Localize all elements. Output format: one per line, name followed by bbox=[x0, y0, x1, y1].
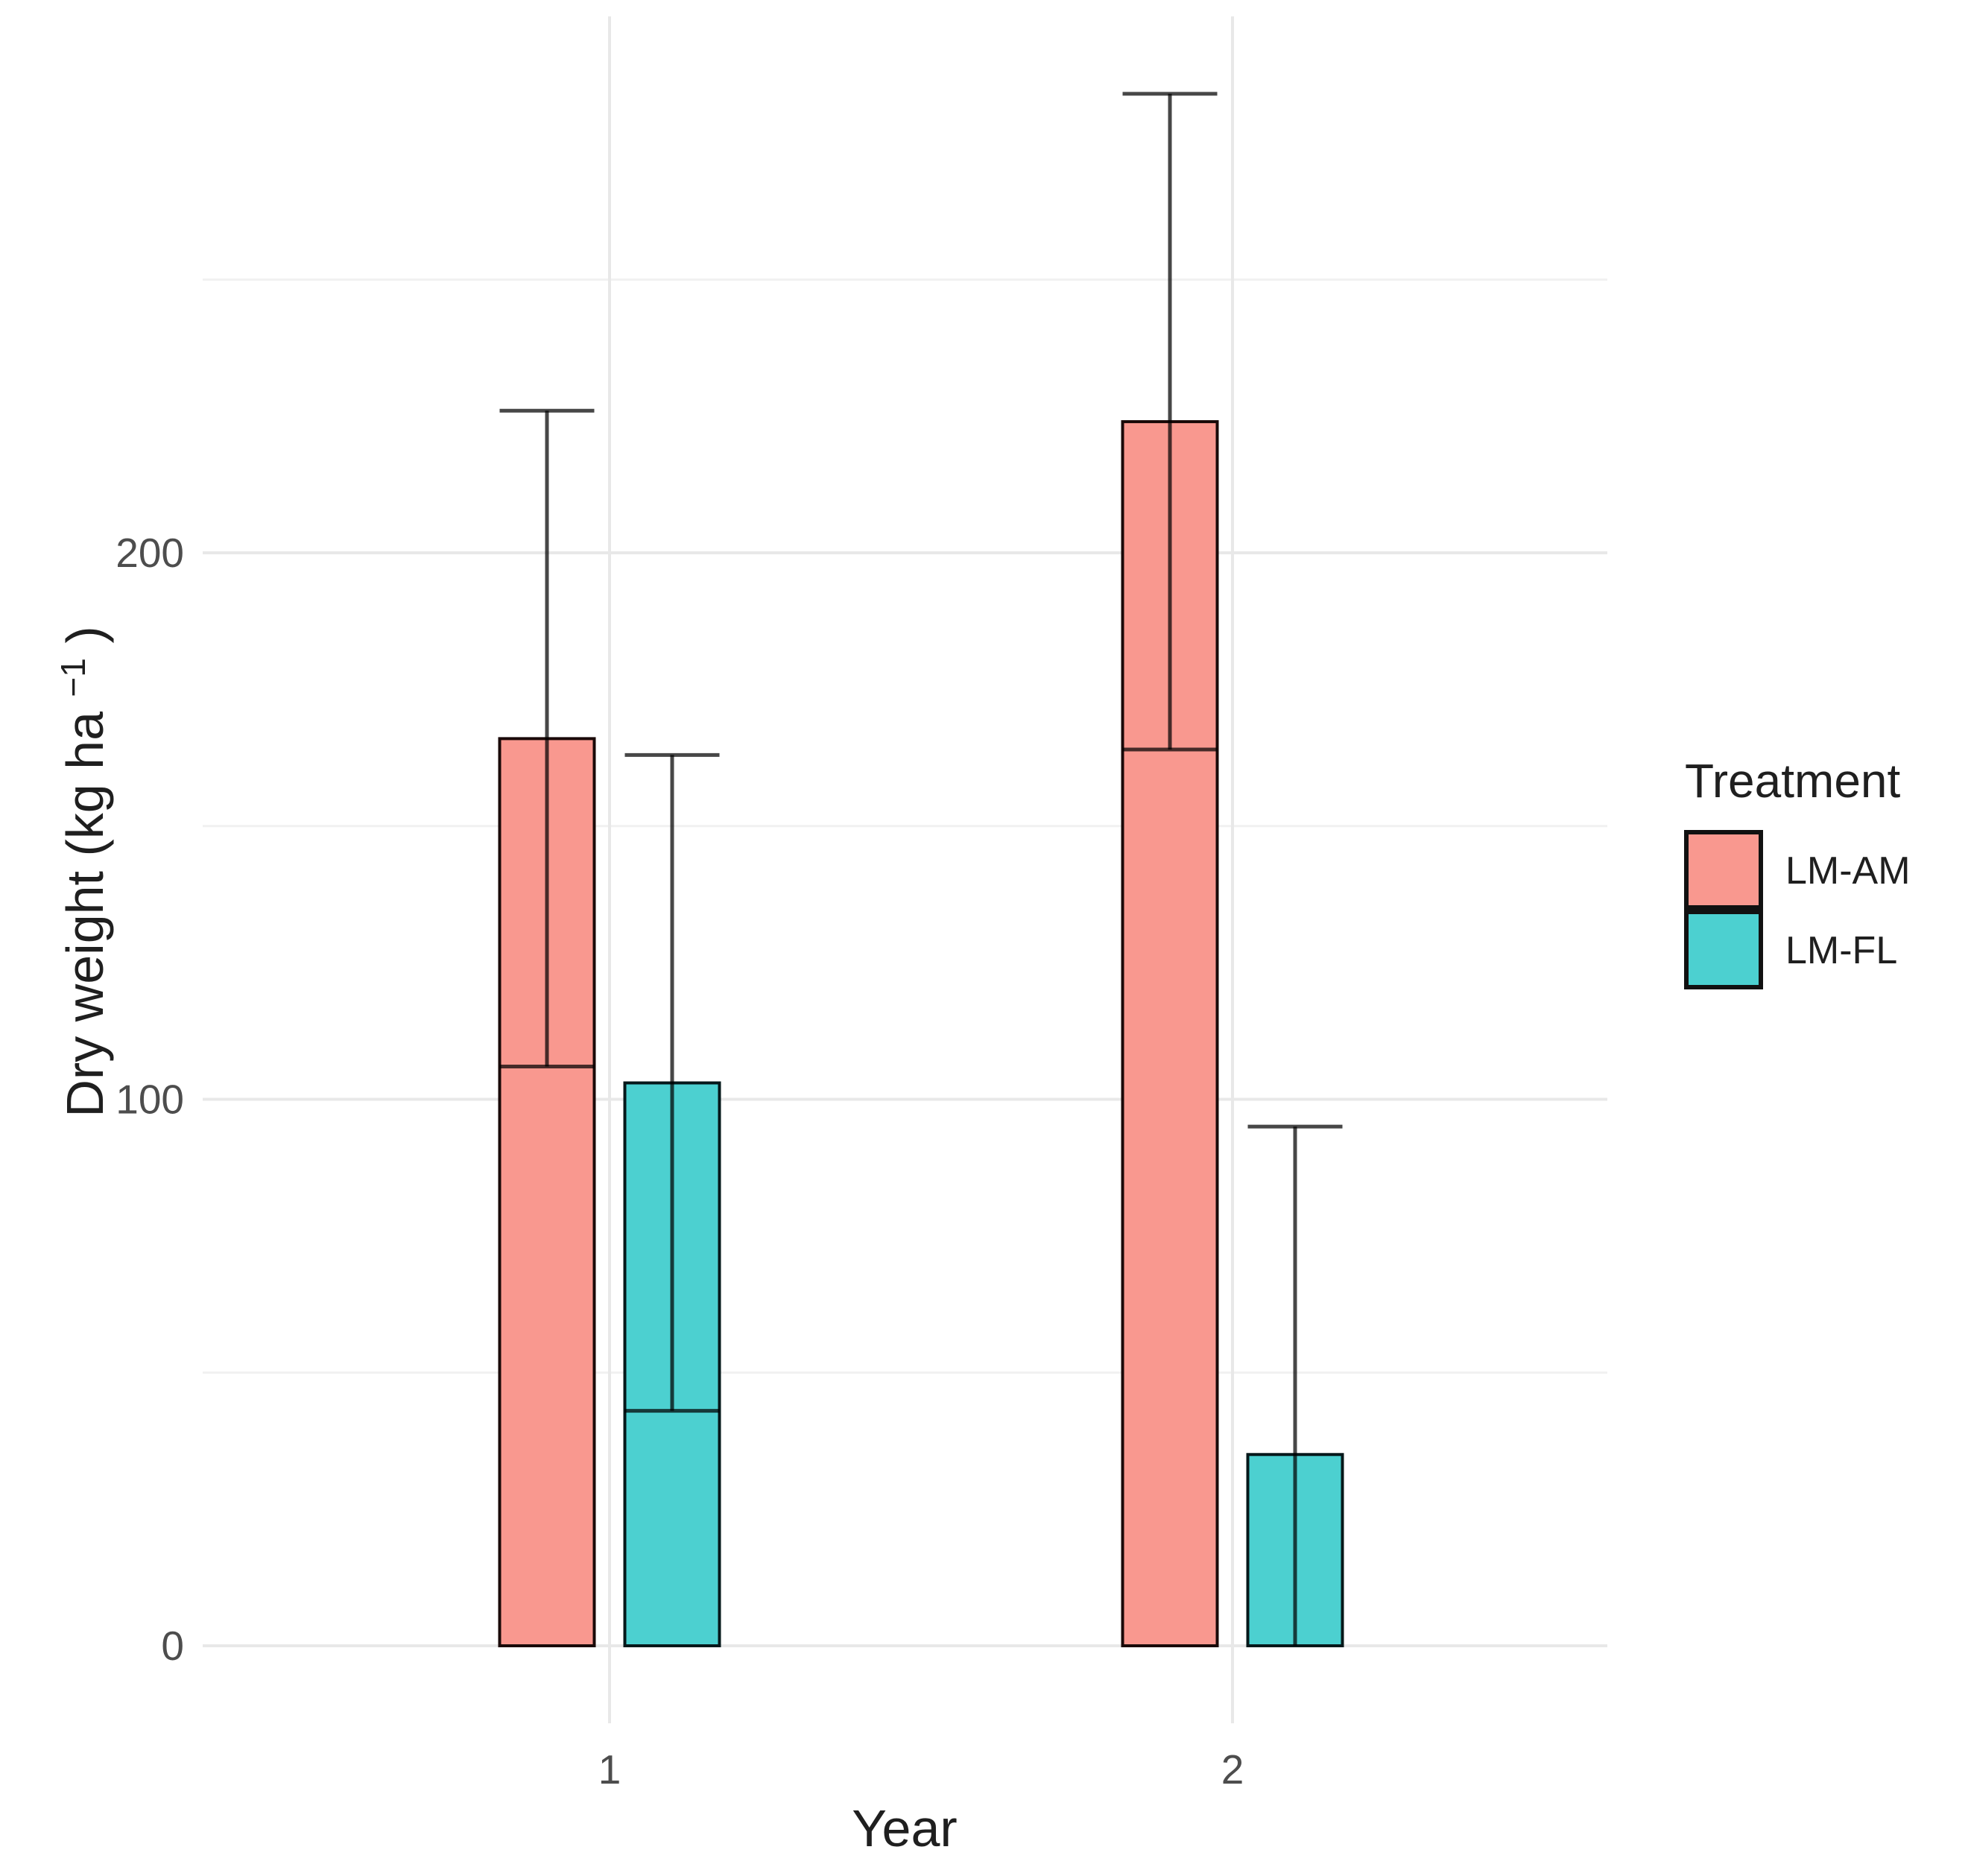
y-axis-title-main: Dry weight (kg ha bbox=[56, 712, 114, 1118]
legend: Treatment LM-AM LM-FL bbox=[1684, 754, 1911, 989]
plot-area: 0 100 200 1 2 bbox=[116, 16, 1607, 1793]
legend-key-lm-fl bbox=[1684, 910, 1763, 989]
y-tick-label-200: 200 bbox=[116, 530, 184, 576]
legend-key-lm-am bbox=[1684, 830, 1763, 910]
legend-title: Treatment bbox=[1685, 754, 1901, 808]
x-tick-label-2: 2 bbox=[1221, 1746, 1244, 1793]
legend-label-lm-am: LM-AM bbox=[1785, 849, 1911, 893]
y-tick-label-100: 100 bbox=[116, 1077, 184, 1123]
x-tick-label-1: 1 bbox=[598, 1746, 621, 1793]
x-axis-title: Year bbox=[852, 1799, 957, 1857]
y-axis-title: Dry weight (kg ha −1 ) bbox=[38, 626, 114, 1117]
y-tick-label-0: 0 bbox=[161, 1623, 184, 1669]
y-axis-title-close: ) bbox=[56, 626, 114, 643]
y-axis-title-superscript: −1 bbox=[54, 658, 92, 697]
legend-label-lm-fl: LM-FL bbox=[1785, 929, 1897, 972]
